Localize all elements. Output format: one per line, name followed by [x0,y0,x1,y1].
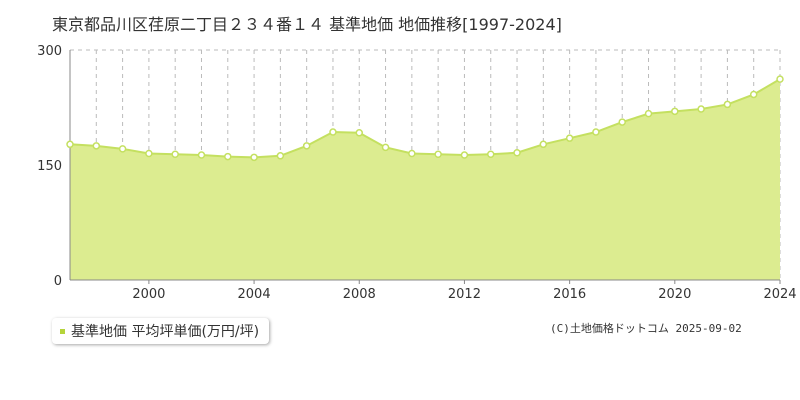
data-point [749,90,758,99]
data-point [644,109,653,118]
data-point [145,149,153,158]
data-point [565,134,574,142]
series-area [70,79,780,280]
legend-label: 基準地価 平均坪単価(万円/坪) [71,324,260,340]
data-point [250,153,258,162]
data-point [539,140,548,149]
series-area-layer [69,78,781,280]
data-point [171,150,179,159]
data-point [486,150,495,159]
copyright-notice: (C)土地価格ドットコム 2025-09-02 [550,322,742,335]
data-point [408,149,416,158]
data-point [355,129,364,137]
data-point [92,142,101,150]
axes [69,50,780,281]
data-point [118,145,127,153]
series-line [69,78,781,159]
data-point [381,143,390,152]
y-tick-label: 0 [54,274,62,289]
data-point [513,148,521,157]
x-tick-label: 2024 [763,287,796,300]
data-point [776,75,784,83]
data-point [276,152,285,160]
data-point [671,107,679,116]
data-point [66,140,74,149]
legend-marker-icon [60,328,65,334]
tick-labels: 0 150 300 2000 2004 2008 2012 2016 2020 2024 [37,44,796,300]
data-point [302,142,311,150]
land-price-chart: 0 150 300 2000 2004 2008 2012 2016 2020 2024 [37,44,796,300]
data-points [66,75,784,162]
data-point [460,151,469,159]
x-tick-label: 2008 [343,287,376,300]
x-tick-label: 2016 [553,287,586,300]
x-tick-label: 2000 [132,287,165,300]
data-point [592,128,600,136]
data-point [434,150,442,159]
data-point [224,152,232,161]
data-point [197,151,206,159]
x-tick-label: 2004 [238,287,271,300]
data-point [697,105,705,113]
x-tick-label: 2012 [448,287,481,300]
x-tick-label: 2020 [658,287,691,300]
chart-legend: 基準地価 平均坪単価(万円/坪) [52,318,270,344]
y-tick-label: 150 [37,159,62,174]
data-point [329,128,337,136]
chart-title: 東京都品川区荏原二丁目２３４番１４ 基準地価 地価推移[1997-2024] [52,15,562,34]
data-point [618,118,626,126]
y-tick-label: 300 [37,44,62,59]
data-point [723,100,732,109]
